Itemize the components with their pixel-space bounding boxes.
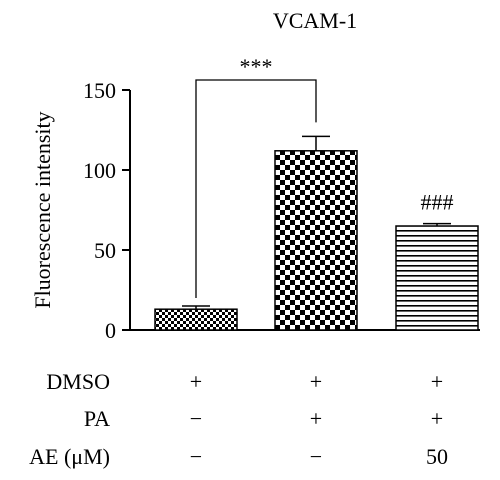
- treatment-label: AE (μM): [29, 444, 110, 469]
- significance-label: ***: [240, 54, 273, 79]
- treatment-value: −: [190, 444, 202, 469]
- bars: [154, 135, 479, 331]
- annotations: *** ###: [195, 54, 454, 298]
- y-tick-label: 50: [94, 238, 116, 263]
- bar: [274, 150, 358, 331]
- bar: [395, 225, 479, 331]
- treatment-value: +: [431, 406, 443, 431]
- y-tick-label: 0: [105, 318, 116, 343]
- treatment-value: −: [310, 444, 322, 469]
- treatment-value: +: [431, 369, 443, 394]
- treatment-value: +: [310, 406, 322, 431]
- y-axis-label: Fluorescence intensity: [30, 111, 55, 308]
- treatment-value: +: [310, 369, 322, 394]
- treatment-label: PA: [84, 406, 110, 431]
- significance-bracket: [195, 79, 317, 298]
- treatment-value: 50: [426, 444, 448, 469]
- significance-label: ###: [421, 190, 454, 215]
- chart-title: VCAM-1: [273, 8, 357, 33]
- bar: [154, 308, 238, 331]
- treatment-value: −: [190, 406, 202, 431]
- treatment-table: DMSO + + + PA − + + AE (μM) − − 50: [29, 369, 448, 469]
- treatment-value: +: [190, 369, 202, 394]
- y-tick-label: 100: [83, 158, 116, 183]
- y-tick-label: 150: [83, 78, 116, 103]
- treatment-label: DMSO: [46, 369, 110, 394]
